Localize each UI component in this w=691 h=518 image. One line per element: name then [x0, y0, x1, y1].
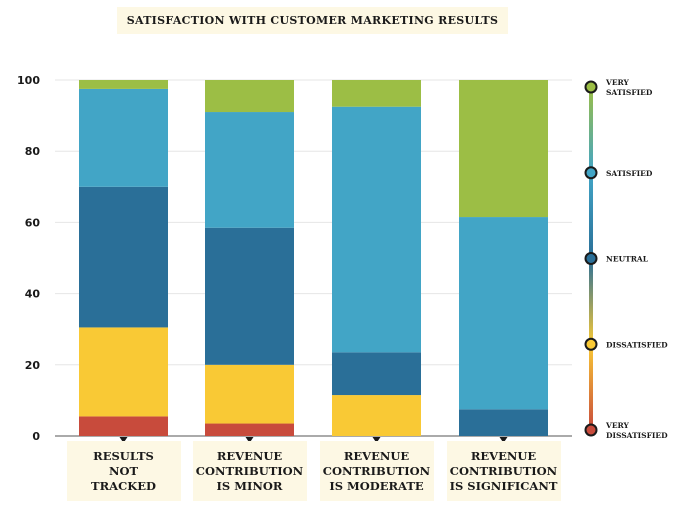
bar-segment — [459, 409, 548, 436]
category-label: REVENUE CONTRIBUTION IS MODERATE — [319, 441, 434, 501]
y-tick-label: 80 — [25, 145, 41, 158]
category-marker-icon — [499, 437, 508, 443]
legend-label: VERY SATISFIED — [605, 78, 653, 97]
category-markers — [119, 437, 508, 443]
bar-segment — [459, 217, 548, 410]
bar-segment — [332, 106, 421, 353]
bar-segment — [205, 423, 294, 436]
bar-segment — [332, 395, 421, 436]
bars — [79, 80, 548, 436]
y-tick-label: 60 — [25, 216, 41, 229]
legend-marker-icon — [584, 166, 598, 180]
legend-label: DISSATISFIED — [606, 340, 668, 349]
bar-segment — [79, 416, 168, 436]
category-marker-icon — [245, 437, 254, 443]
bar-segment — [79, 327, 168, 417]
y-tick-label: 100 — [17, 74, 40, 87]
category-marker-icon — [119, 437, 128, 443]
bar-segment — [459, 80, 548, 218]
bar-segment — [205, 364, 294, 424]
category-label: REVENUE CONTRIBUTION IS MINOR — [192, 441, 307, 501]
category-label: RESULTS NOT TRACKED — [66, 441, 181, 501]
bar-segment — [205, 80, 294, 113]
bar-segment — [332, 80, 421, 107]
bar-segment — [79, 88, 168, 187]
y-tick-label: 20 — [25, 359, 41, 372]
bar-segment — [79, 80, 168, 89]
bar-segment — [205, 227, 294, 365]
legend-marker-icon — [584, 423, 598, 437]
y-axis-ticks: 0 20 40 60 80 100 — [17, 74, 40, 443]
legend-label: VERY DISSATISFIED — [605, 421, 668, 440]
bar-segment — [79, 186, 168, 328]
legend-marker-icon — [584, 80, 598, 94]
category-label: REVENUE CONTRIBUTION IS SIGNIFICANT — [446, 441, 561, 501]
chart-title: SATISFACTION WITH CUSTOMER MARKETING RES… — [117, 7, 508, 34]
y-tick-label: 0 — [32, 430, 40, 443]
bar-segment — [332, 352, 421, 396]
legend-marker-icon — [584, 252, 598, 265]
legend-label: NEUTRAL — [606, 255, 649, 264]
bar-segment — [205, 112, 294, 228]
legend: VERY SATISFIED SATISFIED NEUTRAL DISSATISFIE… — [584, 78, 668, 440]
y-tick-label: 40 — [25, 288, 41, 301]
legend-marker-icon — [584, 337, 598, 351]
category-marker-icon — [372, 437, 381, 443]
legend-label: SATISFIED — [606, 169, 653, 178]
